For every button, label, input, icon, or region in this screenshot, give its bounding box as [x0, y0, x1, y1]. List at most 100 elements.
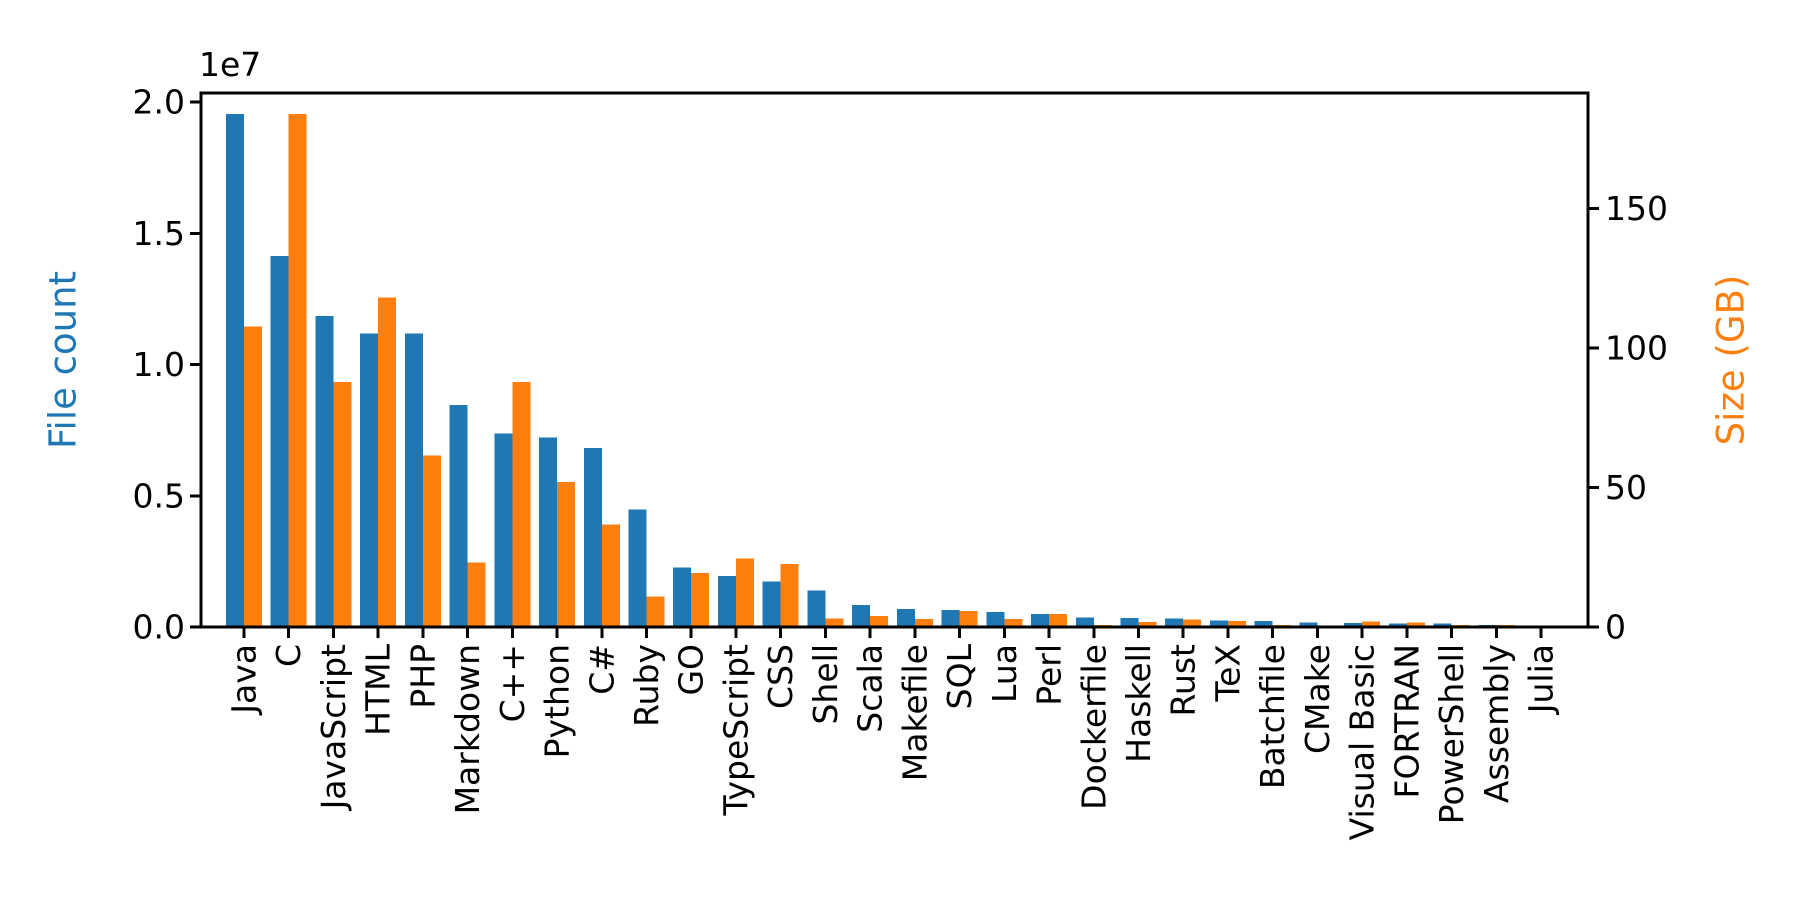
x-axis-tick-labels: Java C JavaScript HTML PHP Markdown C++ Python C…: [225, 643, 1561, 840]
bar-file-count-rust: [1165, 618, 1184, 627]
left-tick-label-2.0: 2.0: [133, 83, 185, 122]
size-bars: [244, 114, 1559, 628]
x-tick-label-markdown: Markdown: [448, 644, 487, 814]
right-axis-title: Size (GB): [1710, 275, 1753, 446]
x-tick-label-c: C++: [493, 644, 532, 722]
x-tick-label-php: PHP: [403, 644, 442, 709]
x-tick-label-powershell: PowerShell: [1432, 644, 1471, 824]
x-tick-label-scala: Scala: [851, 644, 890, 733]
bar-file-count-c: [583, 448, 602, 627]
bar-size-scala: [870, 616, 889, 627]
bar-file-count-markdown: [449, 404, 468, 627]
bar-size-markdown: [467, 562, 486, 627]
left-tick-label-0.5: 0.5: [133, 476, 185, 515]
x-tick-label-haskell: Haskell: [1119, 644, 1158, 763]
bar-file-count-c: [270, 255, 289, 627]
left-tick-label-0.0: 0.0: [133, 608, 185, 647]
bar-size-rust: [1183, 619, 1202, 627]
x-tick-label-c: C: [269, 644, 308, 667]
bar-size-javascript: [333, 381, 352, 627]
bar-file-count-perl: [1031, 613, 1050, 627]
x-tick-label-c: C#: [582, 644, 621, 695]
x-tick-label-assembly: Assembly: [1477, 644, 1516, 803]
bar-size-visual-basic: [1362, 621, 1381, 627]
x-tick-label-css: CSS: [761, 644, 800, 709]
x-tick-label-makefile: Makefile: [895, 644, 934, 781]
bar-file-count-tex: [1209, 620, 1228, 627]
x-tick-label-sql: SQL: [940, 643, 979, 709]
bar-file-count-html: [360, 333, 379, 627]
bar-file-count-cmake: [1299, 622, 1318, 627]
x-axis-ticks: [242, 627, 1543, 638]
right-axis-tick-labels: 0 50 100 150: [1605, 189, 1668, 647]
bar-file-count-typescript: [717, 576, 736, 627]
bar-file-count-c: [494, 433, 513, 627]
x-tick-label-tex: TeX: [1208, 644, 1247, 702]
bar-file-count-haskell: [1120, 618, 1139, 627]
bar-size-fortran: [1406, 622, 1425, 627]
x-tick-label-typescript: TypeScript: [716, 644, 755, 817]
x-tick-label-javascript: JavaScript: [314, 644, 353, 811]
x-tick-label-lua: Lua: [985, 644, 1024, 703]
x-tick-label-fortran: FORTRAN: [1387, 644, 1426, 799]
bar-size-c: [601, 524, 620, 627]
bar-size-html: [378, 297, 397, 627]
bar-file-count-shell: [807, 590, 826, 627]
bar-file-count-scala: [852, 605, 871, 627]
left-tick-label-1.5: 1.5: [133, 214, 185, 253]
right-tick-label-150: 150: [1605, 189, 1668, 228]
bar-file-count-javascript: [315, 316, 334, 627]
right-tick-label-50: 50: [1605, 468, 1647, 507]
bar-size-shell: [825, 618, 844, 627]
bar-size-python: [557, 481, 576, 627]
bar-file-count-go: [673, 567, 692, 627]
bar-file-count-php: [404, 333, 423, 627]
bar-file-count-powershell: [1433, 623, 1452, 627]
bar-size-ruby: [646, 596, 665, 627]
bar-size-java: [244, 326, 262, 627]
x-tick-label-html: HTML: [359, 643, 398, 735]
bar-file-count-dockerfile: [1075, 617, 1094, 627]
bar-size-lua: [1004, 619, 1023, 627]
right-tick-label-0: 0: [1605, 608, 1626, 647]
x-tick-label-cmake: CMake: [1298, 644, 1337, 754]
x-tick-label-ruby: Ruby: [627, 644, 666, 727]
bar-file-count-visual-basic: [1344, 622, 1363, 627]
x-tick-label-visual-basic: Visual Basic: [1343, 644, 1382, 840]
bar-size-haskell: [1138, 621, 1157, 627]
left-axis-offset-text: 1e7: [199, 45, 261, 84]
bar-size-typescript: [735, 558, 754, 627]
bar-file-count-batchfile: [1254, 620, 1273, 627]
left-axis-title: File count: [42, 271, 85, 449]
x-tick-label-shell: Shell: [806, 644, 845, 725]
bar-file-count-python: [539, 437, 558, 627]
file-count-bars: [226, 113, 1541, 628]
bar-file-count-fortran: [1388, 623, 1407, 627]
right-tick-label-100: 100: [1605, 329, 1668, 368]
right-axis-ticks: [1588, 207, 1599, 629]
x-tick-label-python: Python: [538, 644, 577, 758]
bar-size-sql: [959, 611, 978, 627]
bar-file-count-ruby: [628, 509, 647, 627]
x-tick-label-perl: Perl: [1030, 644, 1069, 706]
x-tick-label-java: Java: [225, 644, 264, 716]
bar-file-count-css: [762, 581, 781, 627]
bar-size-perl: [1049, 613, 1068, 627]
bar-size-makefile: [914, 618, 933, 627]
x-tick-label-dockerfile: Dockerfile: [1074, 644, 1113, 810]
bar-size-c: [512, 382, 531, 627]
bar-file-count-makefile: [896, 609, 915, 627]
x-tick-label-go: GO: [672, 644, 711, 696]
left-tick-label-1.0: 1.0: [133, 345, 185, 384]
bar-file-count-java: [226, 113, 244, 628]
bar-size-css: [780, 563, 799, 627]
bar-size-go: [691, 573, 710, 627]
bar-size-c: [288, 114, 307, 628]
x-tick-label-batchfile: Batchfile: [1253, 644, 1292, 789]
left-axis-ticks: [190, 100, 201, 629]
bar-file-count-lua: [986, 611, 1005, 627]
left-axis-tick-labels: 0.0 0.5 1.0 1.5 2.0: [133, 83, 185, 647]
x-tick-label-rust: Rust: [1164, 644, 1203, 717]
